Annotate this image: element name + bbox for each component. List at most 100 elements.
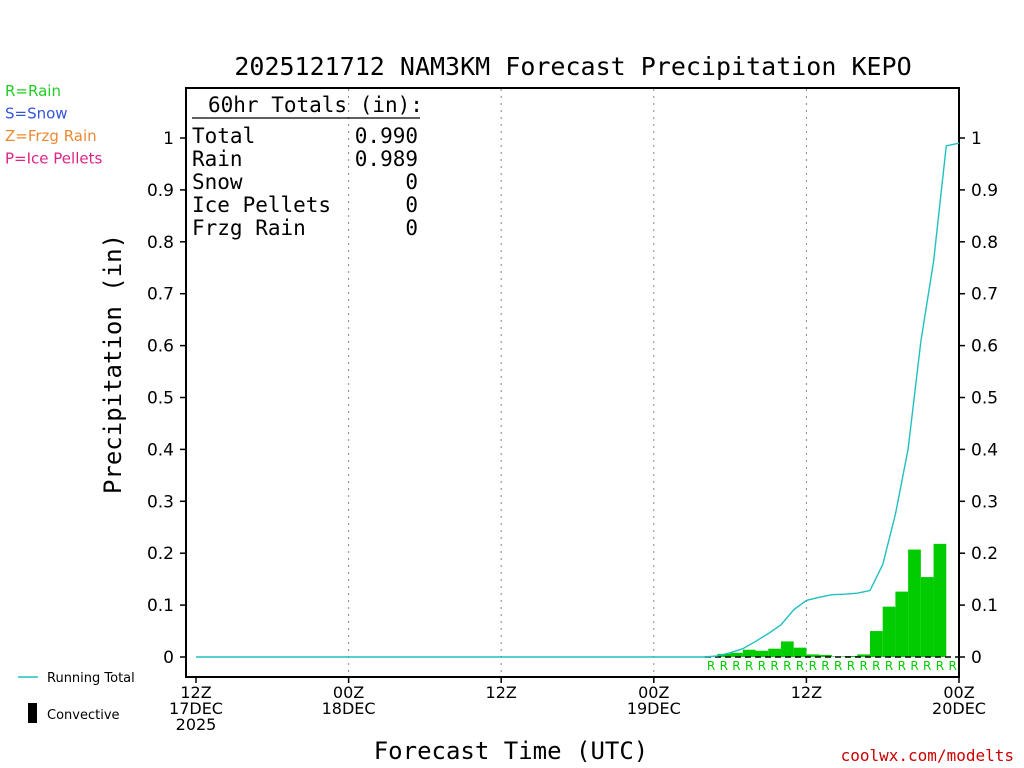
y-tick-label-right: 0.8 — [971, 233, 998, 253]
precip-bar — [933, 543, 947, 657]
y-tick-label-right: 0.1 — [971, 596, 998, 616]
y-tick-label: 0.7 — [147, 285, 174, 305]
x-tick-label: 20DEC — [932, 699, 986, 718]
x-tick-label: 19DEC — [627, 699, 681, 718]
precip-bar — [730, 652, 743, 657]
precip-bar — [742, 649, 756, 657]
y-tick-label: 0.3 — [147, 492, 174, 512]
ptype-symbol: R — [948, 659, 956, 673]
y-tick-label-right: 1 — [971, 129, 982, 149]
convective-legend-label: Convective — [47, 708, 120, 723]
precip-bar — [806, 654, 820, 657]
ptype-symbol: R — [770, 659, 778, 673]
y-tick-label: 0.4 — [147, 440, 174, 460]
ptype-symbol: R — [720, 659, 728, 673]
y-tick-label: 0 — [163, 648, 174, 668]
precip-bar — [908, 549, 921, 657]
totals-value: 0 — [405, 193, 418, 217]
totals-value: 0.989 — [355, 147, 418, 171]
y-tick-label-right: 0.9 — [971, 181, 998, 201]
totals-label: Ice Pellets — [192, 193, 331, 217]
x-tick-label: 12Z — [180, 683, 211, 702]
ptype-symbol: R — [796, 659, 804, 673]
y-tick-label-right: 0.7 — [971, 285, 998, 305]
ptype-legend-item: Z=Frzg Rain — [5, 127, 97, 145]
totals-box: 60hr Totals (in): Total 0.990 Rain 0.989 Sno… — [192, 93, 423, 240]
ptype-symbol: R — [898, 659, 906, 673]
totals-value: 0 — [405, 170, 418, 194]
ptype-symbol: R — [859, 659, 867, 673]
ptype-symbol: R — [834, 659, 842, 673]
y-tick-label-right: 0.2 — [971, 544, 998, 564]
bottom-legend: Running Total Convective — [18, 671, 135, 723]
ptype-symbol: R — [707, 659, 715, 673]
ptype-symbol: R — [758, 659, 766, 673]
totals-label: Rain — [192, 147, 243, 171]
ptype-symbol: R — [872, 659, 880, 673]
y-tick-label: 1 — [163, 129, 174, 149]
precip-bar — [920, 577, 934, 657]
chart-title: 2025121712 NAM3KM Forecast Precipitation… — [234, 52, 911, 81]
precip-bar — [895, 591, 909, 657]
totals-label: Snow — [192, 170, 243, 194]
plot-frame — [185, 87, 960, 678]
precip-bars — [704, 543, 947, 657]
x-tick-label: 00Z — [333, 683, 364, 702]
ptype-legend-item: P=Ice Pellets — [5, 150, 102, 168]
ptype-legend-item: S=Snow — [5, 105, 68, 123]
y-tick-label: 0.2 — [147, 544, 174, 564]
totals-value: 0.990 — [355, 124, 418, 148]
y-tick-label: 0.9 — [147, 181, 174, 201]
ptype-symbol: R — [745, 659, 753, 673]
ptype-symbol: R — [809, 659, 817, 673]
ptype-symbol: R — [821, 659, 829, 673]
x-tick-label: 2025 — [176, 715, 217, 734]
y-tick-label-right: 0.3 — [971, 492, 998, 512]
precip-bar — [717, 653, 731, 657]
precip-bar — [819, 654, 832, 657]
precip-bar — [869, 631, 883, 657]
precip-bar — [768, 648, 781, 657]
totals-label: Frzg Rain — [192, 216, 306, 240]
totals-label: Total — [192, 124, 255, 148]
y-tick-label: 0.1 — [147, 596, 174, 616]
ptype-legend: R=Rain S=Snow Z=Frzg Rain P=Ice Pellets — [5, 82, 102, 168]
x-tick-label: 18DEC — [322, 699, 376, 718]
x-tick-label: 00Z — [638, 683, 669, 702]
y-tick-label-right: 0 — [971, 648, 982, 668]
ptype-symbol: R — [847, 659, 855, 673]
totals-value: 0 — [405, 216, 418, 240]
y-tick-label: 0.6 — [147, 337, 174, 357]
y-tick-label-right: 0.5 — [971, 389, 998, 409]
y-tick-label-right: 0.4 — [971, 440, 998, 460]
ptype-symbol: R — [783, 659, 791, 673]
ptype-symbol: R — [910, 659, 918, 673]
precip-bar — [755, 650, 769, 657]
y-tick-label-right: 0.6 — [971, 337, 998, 357]
x-tick-label: 12Z — [791, 683, 822, 702]
ptype-symbol: R — [923, 659, 931, 673]
x-tick-label: 00Z — [943, 683, 974, 702]
running-total-line — [196, 142, 960, 658]
x-tick-label: 17DEC — [169, 699, 223, 718]
running-total-legend-label: Running Total — [47, 671, 135, 686]
ptype-symbol: R — [885, 659, 893, 673]
convective-legend-swatch — [28, 703, 37, 723]
totals-heading: 60hr Totals (in): — [208, 93, 423, 117]
precip-bar — [882, 606, 896, 657]
x-axis-label: Forecast Time (UTC) — [374, 737, 649, 765]
y-axis-left: 0 0.1 0.2 0.3 0.4 0.5 0.6 0.7 0.8 0.9 1 — [147, 129, 186, 668]
y-axis-label: Precipitation (in) — [99, 234, 127, 494]
x-tick-label: 12Z — [486, 683, 517, 702]
y-axis-right: 0 0.1 0.2 0.3 0.4 0.5 0.6 0.7 0.8 0.9 1 — [959, 129, 998, 668]
y-tick-label: 0.5 — [147, 389, 174, 409]
ptype-symbol: R — [936, 659, 944, 673]
precip-bar — [793, 647, 807, 657]
credit-text: coolwx.com/modelts — [841, 746, 1014, 765]
ptype-symbol: R — [732, 659, 740, 673]
precip-bar — [857, 654, 870, 657]
y-tick-label: 0.8 — [147, 233, 174, 253]
